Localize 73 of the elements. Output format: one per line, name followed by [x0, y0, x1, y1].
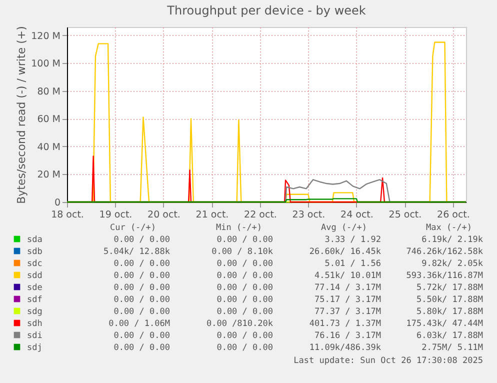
x-tick-label: 18 oct. [51, 210, 84, 220]
text: 6.19k/ 2.19k [422, 235, 483, 245]
text: 0.00 / 0.00 [114, 343, 170, 353]
x-tick-label: 19 oct. [99, 210, 132, 220]
text: 5.50k/ 17.88M [416, 295, 483, 305]
text: Cur (-/+) [110, 223, 156, 233]
text: 4.51k/ 10.01M [314, 271, 381, 281]
text: 26.60k/ 16.45k [309, 247, 381, 257]
legend-label: sdg [27, 307, 42, 317]
legend-label: sdh [27, 319, 42, 329]
y-tick-label: 120 M [31, 30, 60, 42]
text: Max (-/+) [426, 223, 472, 233]
x-tick-label: 24 oct. [340, 210, 374, 220]
x-tick-label: 21 oct. [196, 210, 229, 220]
text: 0.00 / 0.00 [114, 295, 170, 305]
text: 2.75M/ 5.11M [422, 343, 483, 353]
text: 75.17 / 3.17M [314, 295, 381, 305]
y-tick-label: 60 M [37, 114, 60, 126]
legend-label: sdb [27, 247, 42, 257]
y-tick-label: 80 M [37, 86, 60, 98]
legend-label: sdi [27, 331, 42, 341]
x-tick-label: 25 oct. [388, 210, 422, 220]
text: 0.00 / 0.00 [114, 307, 170, 317]
text: 0.00 / 0.00 [216, 295, 273, 305]
legend-label: sde [27, 283, 42, 293]
text: Avg (-/+) [320, 223, 368, 233]
text: 0.00 / 0.00 [114, 283, 170, 293]
text: 77.37 / 3.17M [314, 307, 381, 317]
text: 0.00 / 0.00 [216, 235, 273, 245]
text: 76.16 / 3.17M [314, 331, 381, 341]
text: 11.09k/486.39k [309, 343, 381, 353]
text: 0.00 / 0.00 [216, 271, 273, 281]
x-tick-label: 20 oct. [148, 210, 180, 220]
legend-label: sdc [27, 259, 42, 269]
text: 401.73 / 1.37M [309, 319, 381, 329]
text: 0.00 / 0.00 [114, 331, 170, 341]
text: 0.00 / 0.00 [216, 283, 273, 293]
y-tick-label: 40 M [37, 142, 60, 153]
legend-label: sdj [27, 343, 42, 353]
text: 0.00 / 8.10k [212, 247, 273, 257]
legend-label: sdf [27, 295, 42, 305]
text: 175.43k/ 47.44M [406, 319, 483, 329]
y-tick-label: 20 M [37, 170, 60, 181]
chart-title: Throughput per device - by week [166, 4, 366, 18]
text: 6.03k/ 17.88M [416, 331, 483, 341]
legend-label: sdd [27, 271, 42, 281]
y-axis-title: Bytes/second read (-) / write (+) [15, 26, 28, 204]
text: 0.00 / 0.00 [216, 259, 273, 269]
x-tick-label: 26 oct. [437, 210, 470, 220]
text: 0.00 / 0.00 [216, 343, 273, 353]
text: 9.82k/ 2.05k [422, 259, 483, 269]
text: 0.00 / 0.00 [216, 307, 273, 317]
text: 5.04k/ 12.88k [103, 247, 170, 257]
text: 3.33 / 1.92 [324, 235, 381, 245]
text: 5.01 / 1.56 [324, 259, 381, 269]
text: 0.00 /810.20k [206, 319, 273, 329]
text: 0.00 / 0.00 [114, 259, 170, 269]
y-tick-label: 0 [54, 198, 60, 208]
y-tick-label: 100 M [31, 58, 60, 70]
x-tick-label: 22 oct. [244, 210, 277, 220]
text: 0.00 / 0.00 [114, 271, 170, 281]
text: 5.72k/ 17.88M [416, 283, 483, 293]
text: 0.00 / 0.00 [216, 331, 273, 341]
text: 593.36k/116.87M [406, 271, 483, 281]
text: 746.26k/162.58k [406, 247, 483, 257]
text: 0.00 / 1.06M [108, 319, 170, 329]
text: 5.80k/ 17.88M [416, 307, 483, 317]
text: 77.14 / 3.17M [314, 283, 381, 293]
text: Min (-/+) [216, 223, 262, 233]
text: 0.00 / 0.00 [114, 235, 170, 245]
text: Last update: Sun Oct 26 17:30:08 2025 [294, 356, 483, 366]
x-tick-label: 23 oct. [292, 210, 326, 220]
legend-label: sda [27, 235, 42, 245]
